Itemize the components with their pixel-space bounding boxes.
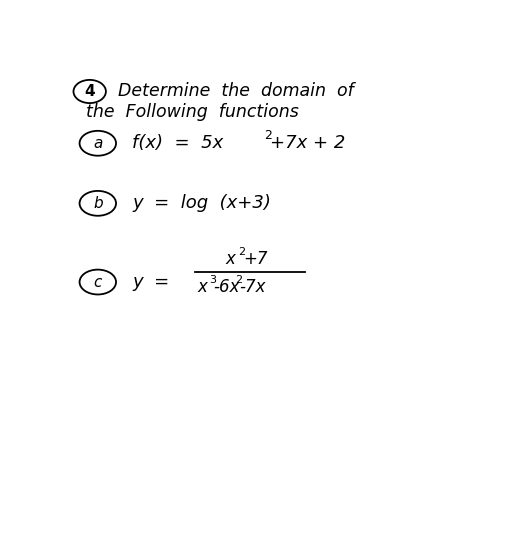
Text: f(x)  =  5x: f(x) = 5x xyxy=(132,134,223,152)
Text: the  Following  functions: the Following functions xyxy=(86,103,299,121)
Text: 3: 3 xyxy=(210,275,217,285)
Text: y  =: y = xyxy=(132,273,169,291)
Text: Determine  the  domain  of: Determine the domain of xyxy=(118,82,354,101)
Text: 2: 2 xyxy=(235,275,242,285)
Text: x: x xyxy=(225,250,235,268)
Text: c: c xyxy=(94,274,102,289)
Text: 2: 2 xyxy=(264,129,272,143)
Text: +7x + 2: +7x + 2 xyxy=(270,134,345,152)
Text: 2: 2 xyxy=(238,247,246,257)
Text: -6x: -6x xyxy=(214,279,240,296)
Text: +7: +7 xyxy=(243,250,267,268)
Text: -7x: -7x xyxy=(239,279,265,296)
Text: a: a xyxy=(93,136,103,151)
Text: y  =  log  (x+3): y = log (x+3) xyxy=(132,194,271,213)
Text: 4: 4 xyxy=(84,84,95,99)
Text: b: b xyxy=(93,196,103,211)
Text: x: x xyxy=(197,279,207,296)
